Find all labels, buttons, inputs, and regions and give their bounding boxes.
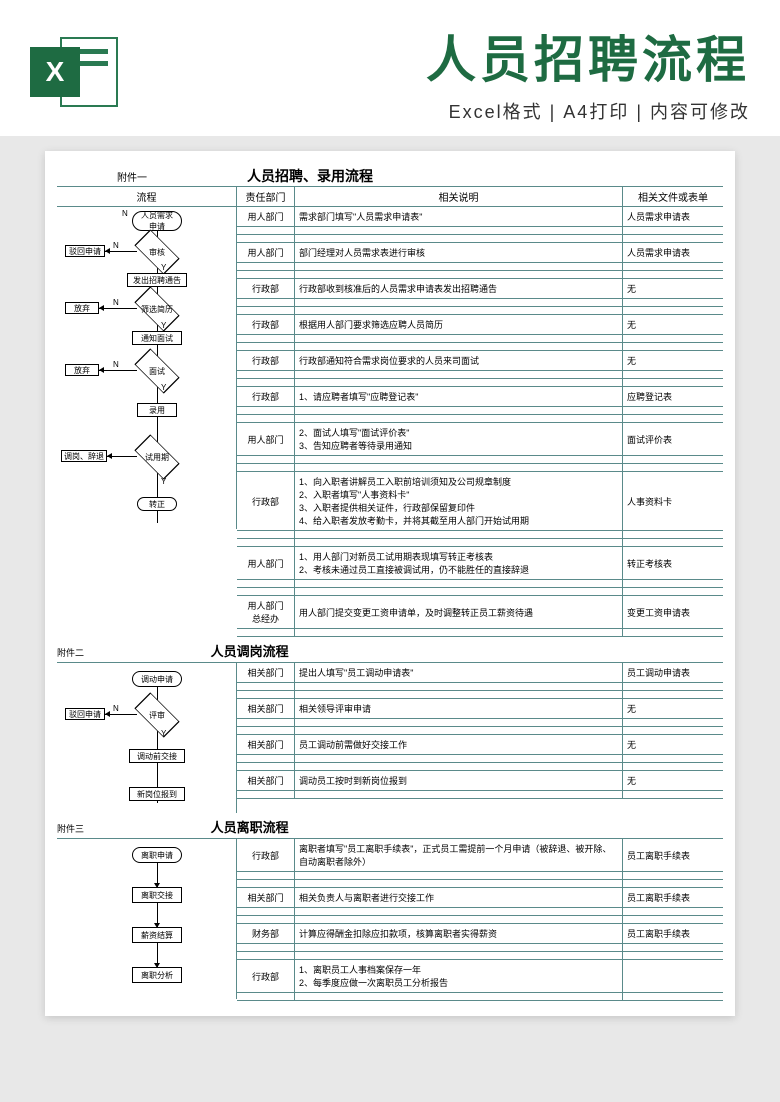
- table-row: 用人部门1、用人部门对新员工试用期表现填写转正考核表2、考核未通过员工直接被调试…: [237, 547, 723, 580]
- table-row: 用人部门2、面试人填写"面试评价表"3、告知应聘者等待录用通知面试评价表: [237, 423, 723, 456]
- flowchart-3: 离职申请 离职交接 薪资结算 离职分析: [57, 839, 237, 999]
- table-row: 行政部离职者填写"员工离职手续表"，正式员工需提前一个月申请（被辞退、被开除、自…: [237, 839, 723, 872]
- flowchart-2: 调动申请 评审 调动前交接 新岗位报到 驳回申请 N Y: [57, 663, 237, 813]
- section3-header: 附件三 人员离职流程: [57, 813, 723, 839]
- table-row: 相关部门调动员工按时到新岗位报到无: [237, 771, 723, 791]
- table-row: 行政部行政部收到核准后的人员需求申请表发出招聘通告无: [237, 279, 723, 299]
- table-row: 行政部根据用人部门要求筛选应聘人员简历无: [237, 315, 723, 335]
- table-row: 用人部门部门经理对人员需求表进行审核人员需求申请表: [237, 243, 723, 263]
- attach-1: 附件一: [57, 169, 207, 184]
- column-headers: 流程 责任部门 相关说明 相关文件或表单: [57, 187, 723, 207]
- main-title: 人员招聘流程: [136, 20, 750, 92]
- table-row: 相关部门员工调动前需做好交接工作无: [237, 735, 723, 755]
- subtitle: Excel格式 | A4打印 | 内容可修改: [136, 98, 750, 124]
- section2-header: 附件二 人员调岗流程: [57, 637, 723, 663]
- table-row: 行政部1、向入职者讲解员工入职前培训须知及公司规章制度2、入职者填写"人事资料卡…: [237, 472, 723, 531]
- table-row: 相关部门提出人填写"员工调动申请表"员工调动申请表: [237, 663, 723, 683]
- table-row: 用人部门总经办用人部门提交变更工资申请单，及时调整转正员工薪资待遇变更工资申请表: [237, 596, 723, 629]
- table-row: 相关部门相关负责人与离职者进行交接工作员工离职手续表: [237, 888, 723, 908]
- table-row: 用人部门需求部门填写"人员需求申请表"人员需求申请表: [237, 207, 723, 227]
- table-row: 行政部1、请应聘者填写"应聘登记表"应聘登记表: [237, 387, 723, 407]
- excel-icon: X: [30, 32, 118, 112]
- table-row: 相关部门相关领导评审申请无: [237, 699, 723, 719]
- page-header: X 人员招聘流程 Excel格式 | A4打印 | 内容可修改: [0, 0, 780, 136]
- table-row: 行政部1、离职员工人事档案保存一年2、每季度应做一次离职员工分析报告: [237, 960, 723, 993]
- document-preview: 附件一 人员招聘、录用流程 流程 责任部门 相关说明 相关文件或表单 人员需求申…: [45, 151, 735, 1016]
- table-row: 行政部行政部通知符合需求岗位要求的人员来司面试无: [237, 351, 723, 371]
- table-row: 财务部计算应得酬金扣除应扣款项，核算离职者实得薪资员工离职手续表: [237, 924, 723, 944]
- flowchart-1: 人员需求申请 审核 发出招聘通告 筛选简历 通知面试 面试 录用 试用期 转正 …: [57, 207, 237, 529]
- section1-title: 人员招聘、录用流程: [207, 166, 723, 186]
